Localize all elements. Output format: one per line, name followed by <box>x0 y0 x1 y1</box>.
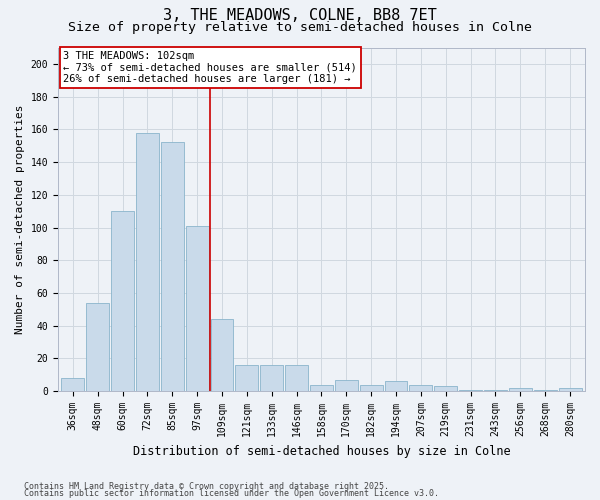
Bar <box>509 388 532 391</box>
Bar <box>285 365 308 391</box>
Bar <box>335 380 358 391</box>
Bar <box>61 378 84 391</box>
Text: 3 THE MEADOWS: 102sqm
← 73% of semi-detached houses are smaller (514)
26% of sem: 3 THE MEADOWS: 102sqm ← 73% of semi-deta… <box>63 51 357 84</box>
Bar <box>86 303 109 391</box>
Bar <box>161 142 184 391</box>
X-axis label: Distribution of semi-detached houses by size in Colne: Distribution of semi-detached houses by … <box>133 444 510 458</box>
Bar <box>235 365 258 391</box>
Bar <box>459 390 482 391</box>
Bar <box>185 226 209 391</box>
Bar <box>559 388 581 391</box>
Bar <box>136 132 159 391</box>
Y-axis label: Number of semi-detached properties: Number of semi-detached properties <box>15 104 25 334</box>
Bar <box>434 386 457 391</box>
Bar <box>111 211 134 391</box>
Bar <box>211 319 233 391</box>
Bar <box>484 390 507 391</box>
Bar <box>409 384 433 391</box>
Text: Contains public sector information licensed under the Open Government Licence v3: Contains public sector information licen… <box>24 489 439 498</box>
Text: Contains HM Land Registry data © Crown copyright and database right 2025.: Contains HM Land Registry data © Crown c… <box>24 482 389 491</box>
Bar <box>360 384 383 391</box>
Bar <box>534 390 557 391</box>
Text: 3, THE MEADOWS, COLNE, BB8 7ET: 3, THE MEADOWS, COLNE, BB8 7ET <box>163 8 437 22</box>
Bar <box>260 365 283 391</box>
Bar <box>310 384 333 391</box>
Bar <box>385 382 407 391</box>
Text: Size of property relative to semi-detached houses in Colne: Size of property relative to semi-detach… <box>68 21 532 34</box>
